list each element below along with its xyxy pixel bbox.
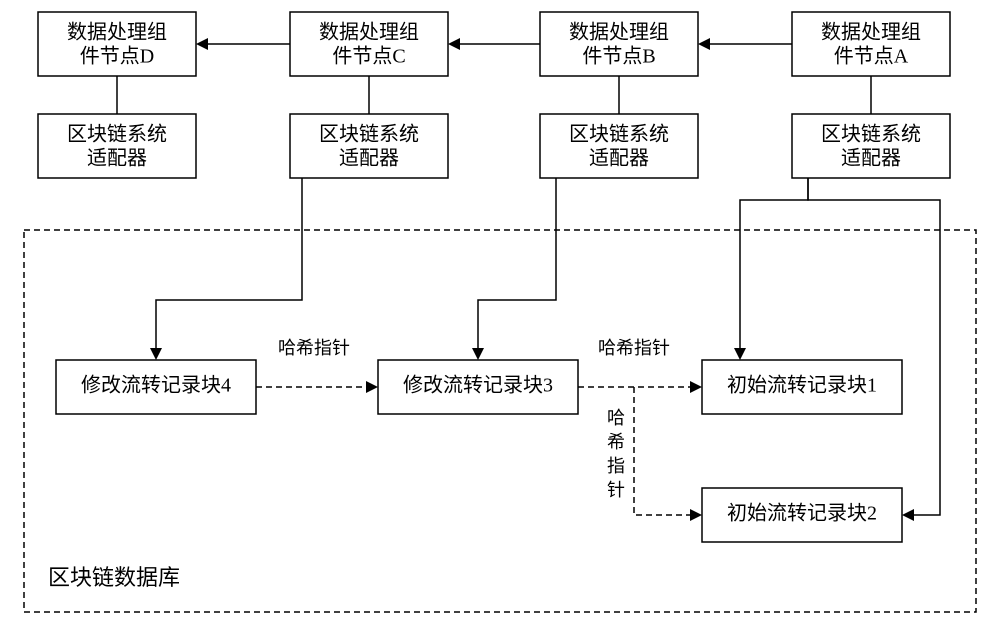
arrowhead-adapterc-rec4 [150, 348, 162, 360]
arrow-adaptera-rec2 [808, 178, 940, 515]
hash-3-2-label-c4: 针 [607, 480, 625, 500]
adapter-d-l1: 区块链系统 [67, 123, 167, 146]
node-c-l2: 件节点C [332, 45, 405, 68]
adapter-b-l1: 区块链系统 [569, 123, 669, 146]
adapter-a-l2: 适配器 [841, 147, 901, 170]
hash-3-2 [634, 387, 690, 515]
arrow-adapterc-rec4 [156, 178, 302, 348]
record-1-label: 初始流转记录块1 [727, 374, 877, 397]
adapter-a-l1: 区块链系统 [821, 123, 921, 146]
adapter-b-l2: 适配器 [589, 147, 649, 170]
arrowhead-a-to-b [698, 38, 710, 50]
record-3-label: 修改流转记录块3 [403, 374, 553, 397]
record-2-label: 初始流转记录块2 [727, 502, 877, 525]
hash-3-1-label: 哈希指针 [598, 338, 670, 358]
hash-3-2-label-c3: 指 [607, 456, 625, 476]
hash-3-1-arrowhead [690, 381, 702, 393]
db-container [24, 230, 976, 612]
hash-4-3-arrowhead [366, 381, 378, 393]
node-d-l1: 数据处理组 [67, 21, 167, 44]
hash-4-3-label: 哈希指针 [278, 338, 350, 358]
arrowhead-adaptera-rec2 [902, 509, 914, 521]
record-4-label: 修改流转记录块4 [81, 374, 231, 397]
adapter-c-l2: 适配器 [339, 147, 399, 170]
adapter-c-l1: 区块链系统 [319, 123, 419, 146]
hash-3-2-label-c2: 希 [607, 432, 625, 452]
node-c-l1: 数据处理组 [319, 21, 419, 44]
arrow-adapterb-rec3 [478, 178, 556, 348]
arrow-adaptera-rec1 [740, 178, 808, 348]
adapter-d-l2: 适配器 [87, 147, 147, 170]
db-container-label: 区块链数据库 [48, 565, 180, 590]
arrowhead-b-to-c [448, 38, 460, 50]
node-d-l2: 件节点D [80, 45, 154, 68]
node-a-l1: 数据处理组 [821, 21, 921, 44]
arrowhead-adapterb-rec3 [472, 348, 484, 360]
node-b-l1: 数据处理组 [569, 21, 669, 44]
node-a-l2: 件节点A [834, 45, 909, 68]
arrowhead-c-to-d [196, 38, 208, 50]
hash-3-2-arrowhead [690, 509, 702, 521]
flow-diagram: 区块链数据库 数据处理组 件节点D 数据处理组 件节点C 数据处理组 件节点B … [0, 0, 1000, 624]
hash-3-2-label-c1: 哈 [607, 408, 625, 428]
arrowhead-adaptera-rec1 [734, 348, 746, 360]
node-b-l2: 件节点B [582, 45, 655, 68]
